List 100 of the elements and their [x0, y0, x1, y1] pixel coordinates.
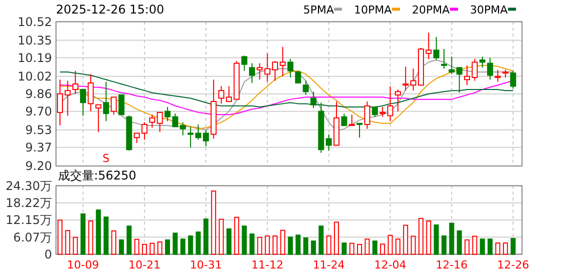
y-tick-label: 10.52: [18, 14, 52, 29]
bar: [211, 190, 216, 255]
x-tick-label: 10-31: [190, 258, 222, 272]
annotation: S: [102, 152, 110, 165]
y-tick-label: 12.15万: [6, 213, 52, 228]
candlestick: [88, 74, 94, 112]
bar: [280, 230, 286, 255]
x-tick-label: 10-09: [67, 258, 100, 272]
candlestick: [256, 62, 263, 80]
legend-label: 30PMA: [470, 4, 508, 17]
bar: [426, 220, 432, 255]
y-tick-label: 9.70: [25, 104, 52, 119]
bar: [218, 218, 224, 255]
x-tick-label: 11-24: [312, 258, 345, 272]
y-tick-label: 9.53: [25, 123, 52, 138]
y-tick-label: 9.20: [25, 159, 52, 174]
chart-title: 2025-12-26 15:00: [56, 2, 164, 17]
bar: [464, 239, 470, 255]
bar: [272, 235, 278, 255]
bar: [80, 213, 86, 255]
y-tick-label: 9.37: [25, 140, 52, 155]
bar: [388, 234, 393, 255]
bar: [410, 236, 416, 255]
bar: [188, 235, 194, 255]
bar: [126, 226, 132, 255]
y-tick-label: 0: [44, 248, 52, 262]
bar: [134, 238, 140, 255]
y-tick-label: 10.19: [18, 50, 52, 65]
candlestick: [494, 69, 501, 82]
bar: [172, 232, 178, 255]
bar: [472, 236, 478, 255]
bar: [357, 244, 362, 255]
bar: [264, 235, 270, 255]
bar: [372, 240, 378, 255]
candlestick: [103, 81, 110, 122]
bar: [96, 209, 101, 255]
bar: [104, 216, 109, 255]
candlestick: [402, 66, 409, 92]
bar: [480, 238, 485, 255]
bar: [150, 242, 155, 255]
bar: [88, 220, 94, 255]
bar: [303, 237, 308, 255]
legend-label: 10PMA: [354, 4, 392, 17]
bar: [456, 230, 462, 255]
bar: [434, 224, 439, 255]
bar: [349, 242, 354, 255]
bar: [334, 222, 339, 255]
bar: [326, 235, 332, 255]
bar: [380, 244, 386, 255]
y-tick-label: 6.07万: [13, 230, 52, 244]
bar: [118, 239, 124, 255]
bar: [157, 241, 162, 255]
x-tick-label: 11-12: [251, 258, 284, 272]
y-tick-label: 9.86: [25, 87, 52, 102]
candlestick: [249, 62, 255, 84]
bar: [318, 226, 324, 255]
x-tick-label: 12-26: [497, 258, 530, 272]
bar: [342, 242, 347, 255]
y-tick-label: 24.30万: [6, 178, 52, 193]
bar: [488, 238, 493, 255]
bar: [72, 236, 78, 255]
x-tick-label: 12-04: [374, 258, 406, 272]
bar: [502, 242, 508, 255]
bar: [395, 238, 400, 255]
bar: [142, 244, 147, 255]
bar: [510, 238, 516, 255]
y-tick-label: 18.22万: [6, 196, 52, 210]
bar: [234, 216, 240, 255]
bar: [58, 220, 62, 255]
bar: [288, 236, 293, 255]
bar: [165, 239, 170, 255]
x-tick-label: 12-16: [436, 258, 468, 272]
bar: [310, 240, 316, 255]
candlestick: [479, 56, 486, 68]
bar: [180, 238, 186, 255]
candlestick: [364, 101, 370, 130]
bar: [442, 235, 446, 255]
bar: [364, 238, 370, 255]
bar: [242, 226, 247, 255]
x-tick-label: 10-21: [128, 258, 160, 272]
legend-label: 20PMA: [412, 4, 450, 17]
legend-label: 5PMA: [303, 4, 334, 17]
bar: [250, 233, 254, 255]
bar: [203, 218, 208, 255]
bar: [111, 230, 116, 255]
bar: [226, 228, 232, 255]
bar: [403, 224, 408, 255]
chart-title: 成交量:56250: [58, 168, 136, 183]
candlestick: [302, 80, 309, 96]
bar: [257, 236, 262, 255]
bar: [65, 230, 70, 255]
bar: [196, 232, 201, 255]
bar: [296, 234, 301, 255]
bar: [449, 222, 454, 255]
bar: [495, 242, 500, 255]
candlestick: [72, 70, 78, 94]
candlestick: [318, 102, 324, 154]
y-tick-label: 10.35: [18, 33, 52, 48]
y-tick-label: 10.02: [18, 70, 52, 84]
bar: [418, 218, 424, 255]
